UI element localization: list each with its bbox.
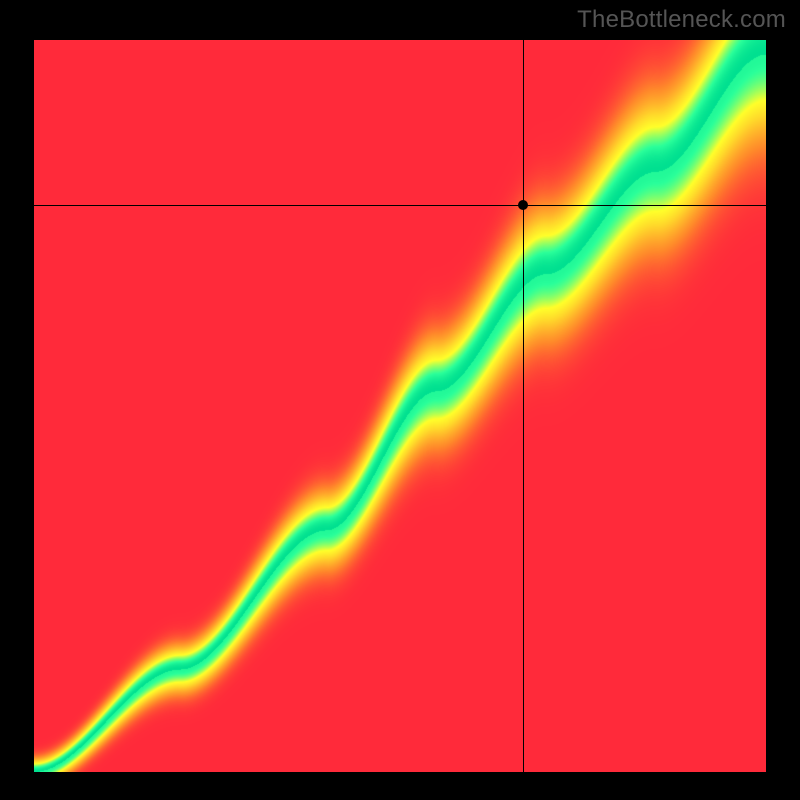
chart-container: TheBottleneck.com	[0, 0, 800, 800]
plot-area	[34, 40, 766, 772]
crosshair-horizontal	[34, 205, 766, 206]
watermark-text: TheBottleneck.com	[577, 6, 786, 34]
crosshair-vertical	[523, 40, 524, 772]
heatmap-canvas	[34, 40, 766, 772]
crosshair-marker	[518, 200, 528, 210]
